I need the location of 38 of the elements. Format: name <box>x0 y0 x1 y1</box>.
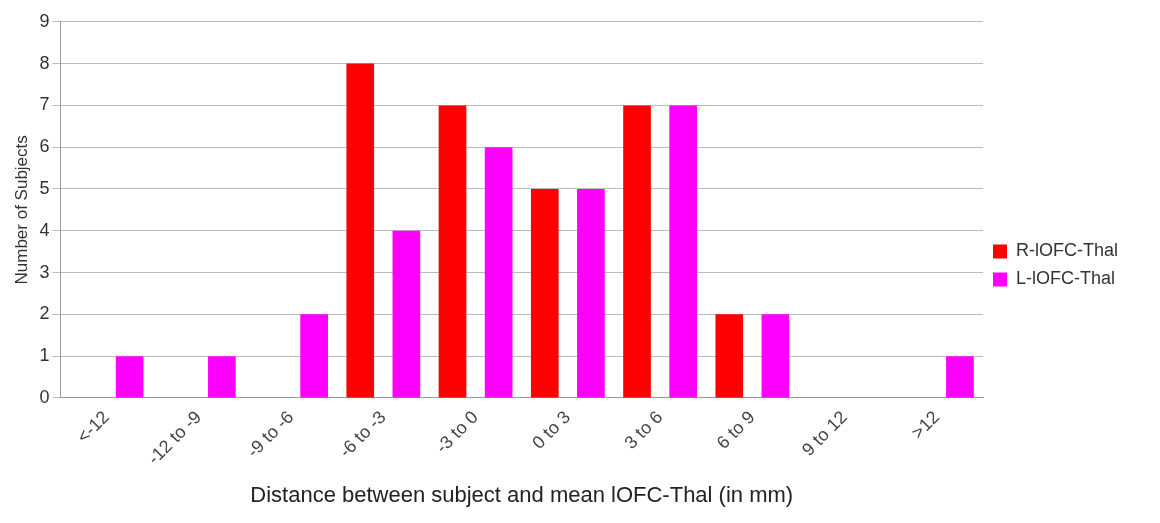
y-tick-label: 5 <box>39 177 50 198</box>
x-tick-label: >12 <box>907 406 944 443</box>
bar <box>484 147 513 398</box>
x-tick-label: -9 to -6 <box>242 406 298 462</box>
y-tick-label: 0 <box>39 386 50 407</box>
x-tick-label: 3 to 6 <box>620 406 667 453</box>
bar <box>392 230 421 398</box>
x-tick-label: -3 to 0 <box>431 406 482 457</box>
y-tick-label: 9 <box>39 10 50 31</box>
x-tick-label: -6 to -3 <box>335 406 390 462</box>
bar <box>208 356 236 398</box>
x-tick-label: <-12 <box>72 406 113 447</box>
y-tick-label: 3 <box>39 261 50 282</box>
bar <box>946 356 974 398</box>
bar <box>115 356 144 398</box>
x-tick-label: -12 to -9 <box>143 406 206 469</box>
bar <box>577 188 605 398</box>
bar <box>715 314 744 398</box>
legend-label: R-lOFC-Thal <box>1016 240 1118 261</box>
bar <box>346 63 375 398</box>
bar <box>669 105 697 398</box>
y-tick-label: 7 <box>39 94 50 115</box>
legend-label: L-lOFC-Thal <box>1016 268 1116 289</box>
y-tick-label: 4 <box>39 219 50 240</box>
bar <box>438 105 467 398</box>
x-tick-label: 6 to 9 <box>712 406 759 453</box>
bar <box>761 314 790 398</box>
y-tick-label: 8 <box>39 52 50 73</box>
bar <box>623 105 651 398</box>
x-axis-title: Distance between subject and mean lOFC-Thal (in mm) <box>250 481 794 507</box>
y-axis-title: Number of Subjects <box>11 135 31 285</box>
x-tick-label: 0 to 3 <box>528 406 575 453</box>
x-tick-label: 9 to 12 <box>797 406 851 460</box>
y-tick-label: 1 <box>39 345 50 366</box>
bar <box>530 188 559 398</box>
bar <box>300 314 328 398</box>
y-tick-label: 2 <box>39 303 50 324</box>
y-tick-label: 6 <box>39 136 50 157</box>
